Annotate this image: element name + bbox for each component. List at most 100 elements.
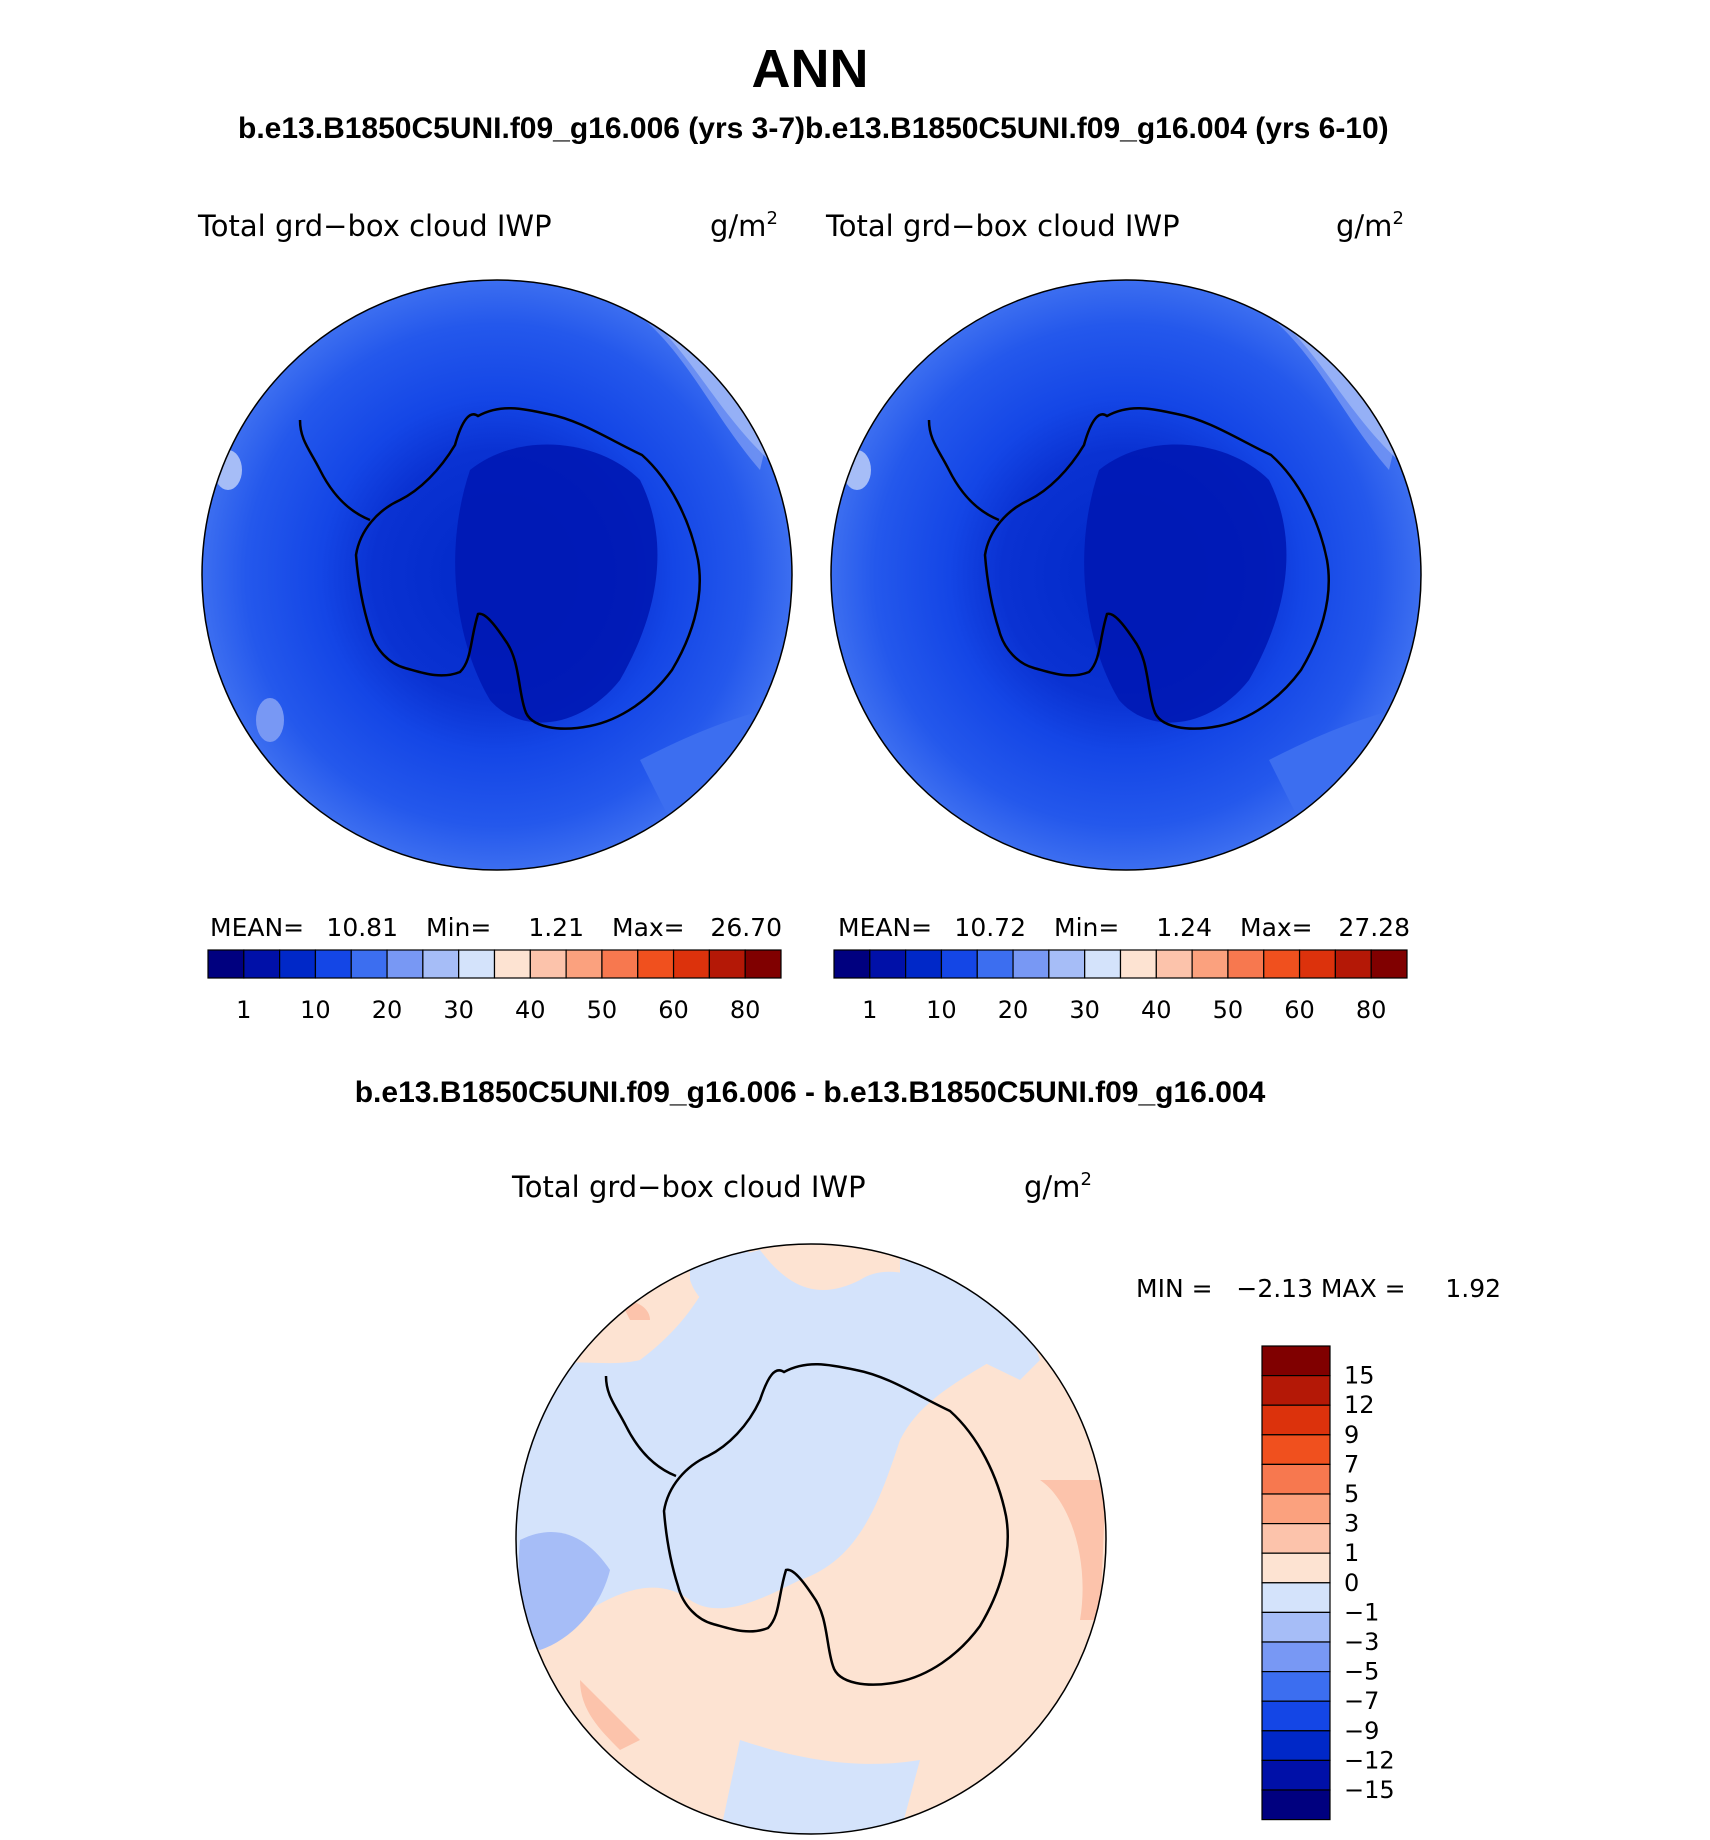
- panel2-max-value: 27.28: [1338, 913, 1410, 942]
- panel1-stats: MEAN= 10.81 Min= 1.21 Max= 26.70: [210, 913, 782, 942]
- panel2-variable-label: Total grd−box cloud IWP: [825, 209, 1180, 243]
- colorbar-tick-label: 10: [926, 996, 957, 1024]
- colorbar-swatch: [1261, 1611, 1331, 1643]
- colorbar-swatch: [672, 949, 710, 979]
- diff-variable-label: Total grd−box cloud IWP: [511, 1170, 866, 1204]
- colorbar-panel1-labels: 1 10 20 30 40 50 60 80: [236, 996, 760, 1024]
- panel1-min-label: Min=: [426, 913, 491, 942]
- colorbar-swatch: [601, 949, 639, 979]
- colorbar-swatch: [1261, 1789, 1331, 1821]
- colorbar-tick-label: 30: [1069, 996, 1100, 1024]
- panel1-min-value: 1.21: [528, 913, 584, 942]
- colorbar-swatch: [905, 949, 943, 979]
- colorbar-swatch: [1261, 1434, 1331, 1466]
- map-panel-2: [830, 279, 1422, 871]
- panel2-min-label: Min=: [1054, 913, 1119, 942]
- colorbar-swatch: [1261, 1404, 1331, 1436]
- colorbar-tick-label: 40: [1141, 996, 1172, 1024]
- colorbar-tick-label: 3: [1344, 1510, 1359, 1538]
- map-panel-1: [201, 279, 793, 871]
- colorbar-tick-label: −1: [1344, 1598, 1379, 1626]
- colorbar-panel2-labels: 1 10 20 30 40 50 60 80: [862, 996, 1386, 1024]
- subtitle-left: b.e13.B1850C5UNI.f09_g16.006 (yrs 3-7): [238, 112, 805, 145]
- colorbar-swatch: [744, 949, 782, 979]
- map1-antarctica-coastline: [354, 407, 701, 730]
- colorbar-swatch: [869, 949, 907, 979]
- panel1-max-label: Max=: [612, 913, 685, 942]
- panel1-mean-label: MEAN=: [210, 913, 304, 942]
- panel2-max-label: Max=: [1240, 913, 1313, 942]
- colorbar-tick-label: 12: [1344, 1391, 1375, 1419]
- colorbar-tick-label: −3: [1344, 1628, 1379, 1656]
- colorbar-swatch: [1298, 949, 1336, 979]
- colorbar-swatch: [1261, 1463, 1331, 1495]
- colorbar-tick-label: 30: [443, 996, 474, 1024]
- panel1-mean-value: 10.81: [326, 913, 398, 942]
- colorbar-swatch: [1370, 949, 1408, 979]
- colorbar-swatch: [1155, 949, 1193, 979]
- colorbar-tick-label: 9: [1344, 1421, 1359, 1449]
- colorbar-swatch: [1261, 1493, 1331, 1525]
- colorbar-tick-label: 60: [658, 996, 689, 1024]
- colorbar-swatch: [1227, 949, 1265, 979]
- colorbar-swatch: [565, 949, 603, 979]
- colorbar-swatch: [1048, 949, 1086, 979]
- colorbar-tick-label: −7: [1344, 1687, 1379, 1715]
- colorbar-panel1: [207, 949, 782, 979]
- colorbar-tick-label: 60: [1284, 996, 1315, 1024]
- colorbar-tick-label: 5: [1344, 1480, 1359, 1508]
- figure-title: ANN: [752, 39, 869, 99]
- colorbar-tick-label: 7: [1344, 1450, 1359, 1478]
- colorbar-swatch: [976, 949, 1014, 979]
- diff-map-negative-region-a: [516, 1250, 1010, 1635]
- panel2-units: g/m2: [1336, 208, 1404, 243]
- colorbar-swatch: [1261, 1641, 1331, 1673]
- colorbar-swatch: [529, 949, 567, 979]
- colorbar-tick-label: 20: [998, 996, 1029, 1024]
- colorbar-swatch: [1261, 1730, 1331, 1762]
- colorbar-swatch: [1119, 949, 1157, 979]
- colorbar-panel2: [833, 949, 1408, 979]
- panel1-variable-label: Total grd−box cloud IWP: [197, 209, 552, 243]
- colorbar-tick-label: 50: [587, 996, 618, 1024]
- colorbar-swatch: [279, 949, 317, 979]
- colorbar-swatch: [243, 949, 281, 979]
- colorbar-tick-label: 20: [372, 996, 403, 1024]
- colorbar-swatch: [1261, 1374, 1331, 1406]
- colorbar-tick-label: 0: [1344, 1569, 1359, 1597]
- colorbar-swatch: [1334, 949, 1372, 979]
- colorbar-swatch: [1191, 949, 1229, 979]
- colorbar-tick-label: −9: [1344, 1717, 1379, 1745]
- colorbar-swatch: [1261, 1759, 1331, 1791]
- colorbar-swatch: [422, 949, 460, 979]
- colorbar-swatch: [1261, 1552, 1331, 1584]
- colorbar-swatch: [1263, 949, 1301, 979]
- colorbar-tick-label: 40: [515, 996, 546, 1024]
- colorbar-swatch: [940, 949, 978, 979]
- colorbar-swatch: [1261, 1670, 1331, 1702]
- colorbar-tick-label: 15: [1344, 1362, 1375, 1390]
- colorbar-tick-label: 80: [1356, 996, 1387, 1024]
- colorbar-tick-label: 50: [1213, 996, 1244, 1024]
- colorbar-swatch: [350, 949, 388, 979]
- colorbar-tick-label: 1: [862, 996, 877, 1024]
- colorbar-swatch: [1261, 1522, 1331, 1554]
- panel2-mean-value: 10.72: [954, 913, 1026, 942]
- panel1-max-value: 26.70: [710, 913, 782, 942]
- colorbar-swatch: [386, 949, 424, 979]
- colorbar-swatch: [207, 949, 245, 979]
- map2-antarctica-coastline: [983, 407, 1330, 730]
- colorbar-tick-label: 1: [236, 996, 251, 1024]
- diff-min-max: MIN = −2.13 MAX = 1.92: [1136, 1274, 1501, 1303]
- colorbar-tick-label: 80: [730, 996, 761, 1024]
- subtitle-right: b.e13.B1850C5UNI.f09_g16.004 (yrs 6-10): [805, 112, 1389, 145]
- colorbar-swatch: [493, 949, 531, 979]
- colorbar-tick-label: −15: [1344, 1776, 1395, 1804]
- colorbar-swatch: [1261, 1582, 1331, 1614]
- panel1-units: g/m2: [710, 208, 778, 243]
- diff-units: g/m2: [1024, 1169, 1092, 1204]
- colorbar-swatch: [1261, 1345, 1331, 1377]
- colorbar-swatch: [1084, 949, 1122, 979]
